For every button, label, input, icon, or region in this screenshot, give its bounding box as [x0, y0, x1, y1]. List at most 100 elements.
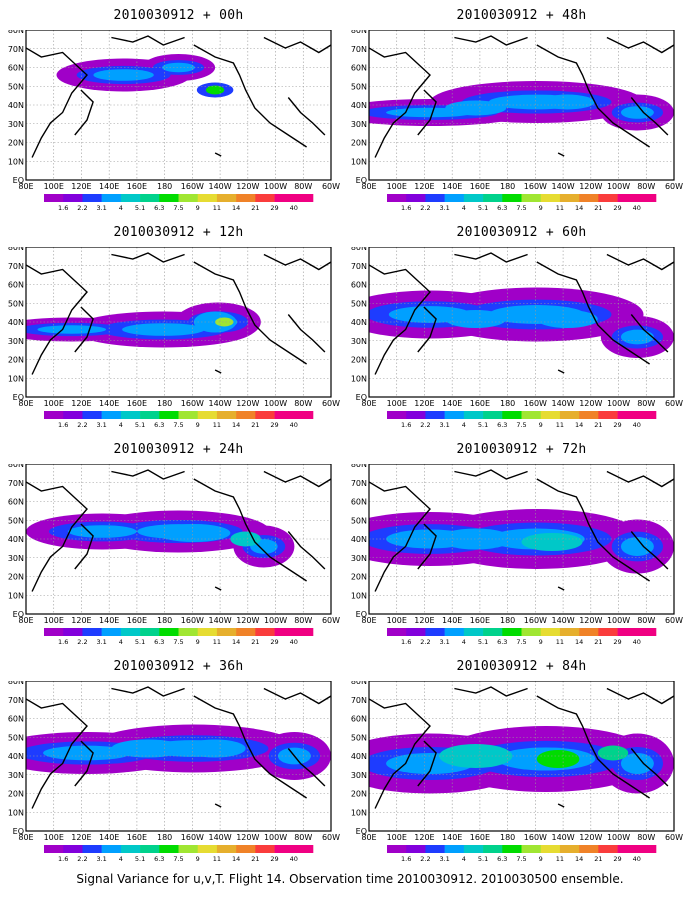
variance-core: [230, 531, 261, 547]
coastline: [287, 748, 326, 787]
colorbar-label: 9: [196, 204, 200, 212]
lon-tick-label: 120E: [71, 616, 91, 625]
lat-tick-label: 20N: [351, 139, 367, 148]
lon-tick-label: 100W: [607, 399, 630, 408]
coastline: [111, 686, 185, 697]
variance-band: [122, 323, 205, 336]
colorbar-label: 6.3: [154, 638, 164, 646]
colorbar-swatch: [274, 411, 295, 419]
lat-tick-label: 40N: [351, 752, 367, 761]
colorbar-swatch: [140, 411, 160, 419]
map-frame: [368, 681, 675, 832]
lat-tick-label: 50N: [8, 299, 24, 308]
colorbar-label: 21: [594, 855, 602, 863]
lat-tick-label: 10N: [8, 157, 24, 166]
lon-tick-label: 80W: [637, 616, 655, 625]
lon-tick-label: 100E: [44, 399, 64, 408]
lat-tick-label: 80N: [8, 247, 24, 252]
colorbar-label: 6.3: [497, 204, 507, 212]
coastline: [111, 35, 185, 46]
variance-band: [43, 745, 131, 761]
colorbar-swatch: [178, 845, 199, 853]
coastline: [111, 469, 185, 480]
coastline: [26, 47, 88, 158]
lat-tick-label: 30N: [351, 771, 367, 780]
lon-tick-label: 120W: [236, 182, 259, 191]
map-frame: [368, 247, 675, 398]
colorbar-swatch: [159, 194, 179, 202]
colorbar-label: 40: [290, 638, 298, 646]
lat-tick-label: 20N: [351, 356, 367, 365]
panel-title: 2010030912 + 24h: [113, 442, 244, 457]
lat-tick-label: 80N: [351, 247, 367, 252]
colorbar-label: 6.3: [497, 638, 507, 646]
colorbar-swatch: [425, 845, 445, 853]
lat-tick-label: 50N: [8, 82, 24, 91]
colorbar-swatch: [521, 628, 542, 636]
lon-tick-label: 160W: [524, 616, 547, 625]
colorbar-label: 6.3: [497, 421, 507, 429]
colorbar-label: 21: [251, 855, 259, 863]
panel-title: 2010030912 + 12h: [113, 225, 244, 240]
lat-tick-label: 70N: [351, 262, 367, 271]
map-frame: [25, 464, 332, 615]
coastline: [287, 531, 326, 570]
lat-tick-label: 20N: [8, 573, 24, 582]
coastline: [417, 306, 437, 353]
lat-tick-label: EQ: [356, 610, 367, 619]
colorbar-label: 3.1: [96, 855, 106, 863]
lat-tick-label: 60N: [351, 281, 367, 290]
lat-tick-label: EQ: [13, 610, 24, 619]
colorbar-swatch: [274, 845, 295, 853]
colorbar-swatch: [579, 628, 599, 636]
coastline: [74, 89, 94, 136]
colorbar-label: 11: [556, 638, 564, 646]
lon-tick-label: 80W: [637, 833, 655, 842]
lat-tick-label: 30N: [8, 771, 24, 780]
colorbar-swatch: [255, 411, 275, 419]
lon-tick-label: 120E: [71, 833, 91, 842]
colorbar-label: 11: [556, 204, 564, 212]
lat-tick-label: 10N: [8, 374, 24, 383]
colorbar-swatch: [293, 411, 314, 419]
colorbar-label: 7.5: [173, 638, 183, 646]
colorbar-swatch: [140, 845, 160, 853]
colorbar-swatch: [216, 411, 237, 419]
lon-tick-label: 120W: [579, 182, 602, 191]
colorbar-label: 4: [462, 638, 466, 646]
colorbar-swatch: [559, 194, 580, 202]
lon-tick-label: 160W: [181, 616, 204, 625]
colorbar-swatch: [483, 411, 503, 419]
colorbar-swatch: [444, 194, 465, 202]
colorbar-swatch: [216, 194, 237, 202]
coastline: [557, 586, 565, 591]
colorbar-swatch: [63, 194, 83, 202]
lon-tick-label: 60W: [665, 833, 683, 842]
lon-tick-label: 140W: [208, 182, 231, 191]
lat-tick-label: 50N: [351, 516, 367, 525]
colorbar-label: 5.1: [135, 638, 145, 646]
variance-core: [536, 750, 580, 768]
lon-tick-label: 140W: [551, 182, 574, 191]
lon-tick-label: 120W: [579, 616, 602, 625]
lat-tick-label: 40N: [8, 535, 24, 544]
coastline: [111, 252, 185, 263]
colorbar-label: 2.2: [77, 638, 87, 646]
colorbar-swatch: [444, 845, 465, 853]
lon-tick-label: 80W: [294, 399, 312, 408]
colorbar-label: 40: [633, 638, 641, 646]
lat-tick-label: 60N: [351, 715, 367, 724]
map-frame: [25, 30, 332, 181]
colorbar-swatch: [598, 194, 618, 202]
colorbar-swatch: [598, 845, 618, 853]
lon-tick-label: 100E: [387, 399, 407, 408]
colorbar-swatch: [463, 194, 484, 202]
colorbar-swatch: [120, 194, 141, 202]
colorbar-swatch: [636, 411, 657, 419]
lon-tick-label: 100W: [264, 182, 287, 191]
colorbar-swatch: [425, 628, 445, 636]
colorbar-swatch: [617, 411, 638, 419]
lat-tick-label: 60N: [351, 498, 367, 507]
colorbar-label: 14: [232, 421, 240, 429]
